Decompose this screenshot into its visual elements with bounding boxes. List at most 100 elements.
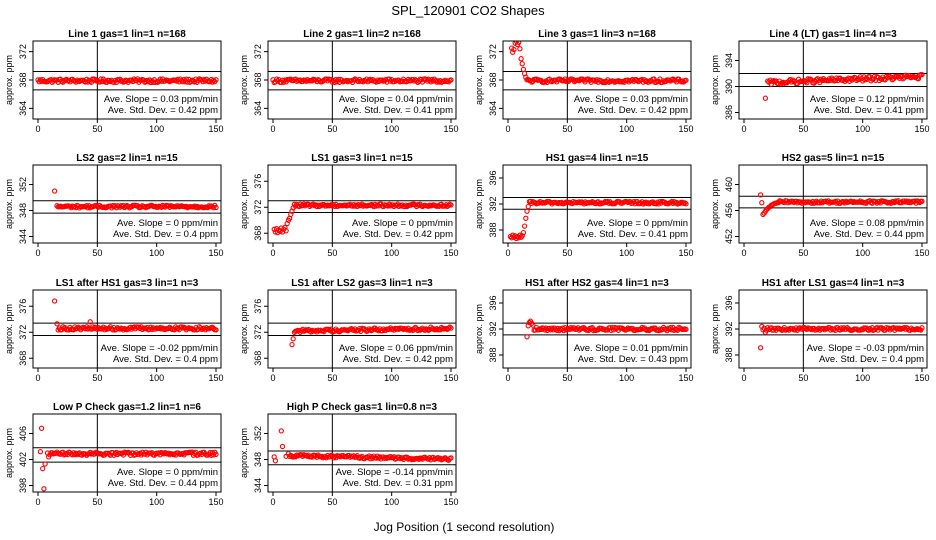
- data-point: [208, 452, 214, 458]
- y-tick-label: 372: [18, 44, 28, 59]
- data-point: [445, 202, 452, 208]
- x-tick-label: 150: [208, 124, 223, 134]
- data-point: [874, 324, 880, 331]
- y-tick-label: 460: [724, 177, 734, 192]
- x-tick-label: 0: [35, 124, 40, 134]
- average-slope-text: Ave. Slope = 0.12 ppm/min: [810, 94, 924, 105]
- x-tick-label: 0: [505, 248, 510, 258]
- data-point: [445, 325, 452, 331]
- y-tick-label: 376: [253, 174, 263, 189]
- data-point: [530, 322, 536, 328]
- x-tick-label: 100: [855, 373, 870, 383]
- y-tick-label: 456: [724, 203, 734, 218]
- y-tick-label: 364: [488, 101, 498, 116]
- x-tick-label: 150: [678, 124, 693, 134]
- panel-title: HS1 gas=4 lin=1 n=15: [546, 153, 649, 164]
- x-tick-label: 150: [678, 373, 693, 383]
- plot-frame: [267, 164, 457, 244]
- data-point: [905, 199, 911, 206]
- x-tick-label: 100: [149, 248, 164, 258]
- data-point: [283, 228, 289, 234]
- x-tick-label: 50: [798, 373, 808, 383]
- y-axis-label: approx. ppm: [710, 304, 720, 354]
- data-point: [67, 203, 73, 210]
- x-tick-label: 100: [149, 373, 164, 383]
- y-tick-label: 352: [253, 426, 263, 441]
- data-point: [97, 79, 103, 85]
- y-tick-label: 372: [253, 325, 263, 340]
- y-axis-label: approx. ppm: [239, 428, 249, 478]
- y-tick-label: 388: [724, 347, 734, 362]
- data-point: [315, 202, 321, 208]
- x-tick-label: 50: [562, 124, 572, 134]
- data-point: [38, 425, 45, 431]
- data-point: [196, 76, 203, 82]
- data-point: [790, 198, 796, 204]
- panel-title: Low P Check gas=1.2 lin=1 n=6: [53, 402, 201, 413]
- y-tick-label: 372: [18, 325, 28, 340]
- y-tick-label: 396: [724, 295, 734, 310]
- y-tick-label: 352: [18, 177, 28, 192]
- data-point: [610, 78, 617, 84]
- data-point: [890, 325, 897, 331]
- data-point: [919, 71, 925, 78]
- y-axis-label: approx. ppm: [239, 179, 249, 229]
- plot-frame: [32, 413, 222, 493]
- x-tick-label: 0: [270, 124, 275, 134]
- data-point: [883, 199, 890, 205]
- x-tick-label: 0: [741, 124, 746, 134]
- data-points: [51, 298, 219, 333]
- data-point: [833, 75, 840, 81]
- average-slope-text: Ave. Slope = 0.04 ppm/min: [339, 94, 453, 105]
- plot-frame: [267, 413, 457, 493]
- y-tick-label: 368: [488, 72, 498, 87]
- y-tick-label: 368: [253, 72, 263, 87]
- average-slope-text: Ave. Slope = -0.02 ppm/min: [101, 343, 218, 354]
- chart-panel: Low P Check gas=1.2 lin=1 n=6 approx. ppm…: [4, 402, 224, 507]
- plot-frame: [32, 164, 222, 244]
- x-tick-label: 150: [208, 248, 223, 258]
- data-points: [289, 324, 454, 348]
- data-point: [383, 76, 389, 83]
- data-point: [568, 325, 574, 331]
- chart-panel: Line 3 gas=1 lin=3 n=168 approx. ppm 0 50 10…: [474, 29, 694, 134]
- y-axis-label: approx. ppm: [239, 304, 249, 354]
- average-std-dev-text: Ave. Std. Dev. = 0.42 ppm: [343, 229, 453, 240]
- data-point: [542, 79, 548, 85]
- x-tick-label: 0: [505, 373, 510, 383]
- chart-panel: HS1 after LS1 gas=4 lin=1 n=3 approx. ppm…: [710, 278, 930, 383]
- data-point: [37, 449, 44, 455]
- y-tick-label: 364: [18, 101, 28, 116]
- x-tick-label: 50: [798, 124, 808, 134]
- data-point: [278, 428, 284, 434]
- x-tick-label: 100: [149, 497, 164, 507]
- average-std-dev-text: Ave. Std. Dev. = 0.42 ppm: [343, 354, 453, 365]
- panel-title: LS2 gas=2 lin=1 n=15: [76, 153, 178, 164]
- x-tick-label: 100: [619, 248, 634, 258]
- average-slope-text: Ave. Slope = 0.08 ppm/min: [810, 218, 924, 229]
- data-point: [634, 77, 640, 84]
- data-point: [328, 76, 334, 83]
- data-point: [85, 326, 91, 332]
- data-point: [511, 46, 517, 53]
- data-point: [387, 203, 394, 209]
- y-axis-label: approx. ppm: [4, 55, 14, 105]
- average-std-dev-text: Ave. Std. Dev. = 0.41 ppm: [814, 105, 924, 116]
- data-point: [919, 325, 925, 331]
- x-tick-label: 100: [384, 373, 399, 383]
- panel-title: HS2 gas=5 lin=1 n=15: [782, 153, 885, 164]
- data-point: [883, 73, 890, 80]
- chart-panel: Line 1 gas=1 lin=1 n=168 approx. ppm 0 50 10…: [4, 29, 224, 134]
- figure-x-axis-label: Jog Position (1 second resolution): [374, 520, 555, 534]
- data-point: [155, 204, 161, 210]
- average-slope-text: Ave. Slope = 0.06 ppm/min: [339, 343, 453, 354]
- data-point: [517, 46, 523, 52]
- data-point: [358, 202, 364, 208]
- y-tick-label: 392: [488, 321, 498, 336]
- y-tick-label: 364: [253, 101, 263, 116]
- chart-panel: LS2 gas=2 lin=1 n=15 approx. ppm 0 50 100 150…: [4, 153, 224, 258]
- data-point: [644, 78, 650, 84]
- average-std-dev-text: Ave. Std. Dev. = 0.41 ppm: [578, 229, 688, 240]
- data-point: [807, 326, 814, 332]
